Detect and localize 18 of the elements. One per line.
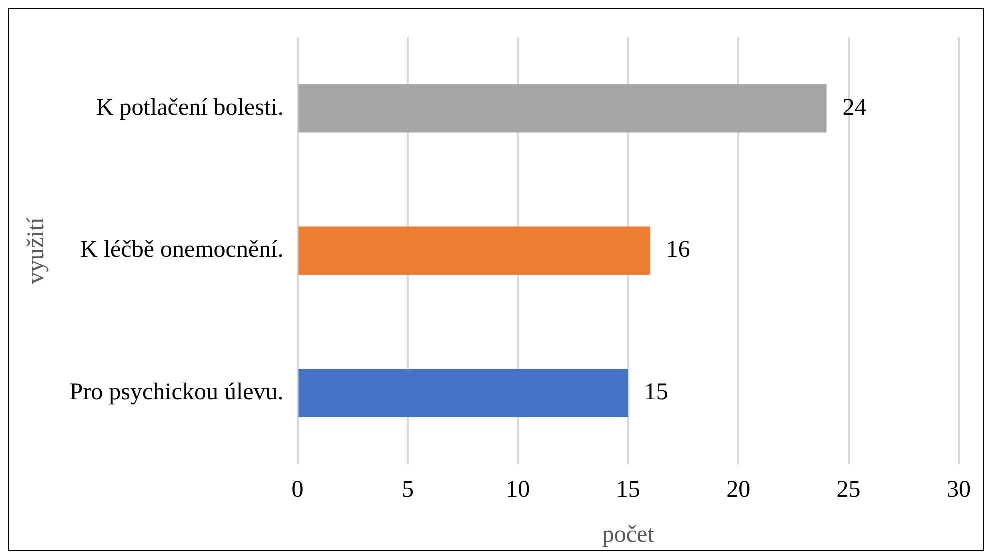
x-axis-title: počet	[602, 522, 655, 548]
y-tick-label: K léčbě onemocnění.	[80, 237, 284, 264]
x-tick-label: 15	[616, 477, 640, 504]
x-tick-label: 25	[836, 477, 861, 504]
x-tick-label: 0	[292, 477, 304, 504]
data-label: 24	[842, 94, 867, 121]
bar	[298, 84, 827, 133]
data-label: 16	[666, 237, 690, 264]
x-tick-label: 10	[506, 477, 530, 504]
x-tick-label: 30	[947, 477, 971, 504]
y-tick-label: Pro psychickou úlevu.	[70, 380, 284, 406]
bar	[298, 226, 650, 276]
x-tick-label: 5	[402, 477, 414, 504]
y-tick-label: K potlačení bolesti.	[96, 94, 284, 121]
data-label: 15	[644, 380, 668, 406]
x-tick-label: 20	[726, 477, 751, 504]
y-axis-title: využití	[24, 217, 50, 284]
bar	[298, 369, 628, 418]
